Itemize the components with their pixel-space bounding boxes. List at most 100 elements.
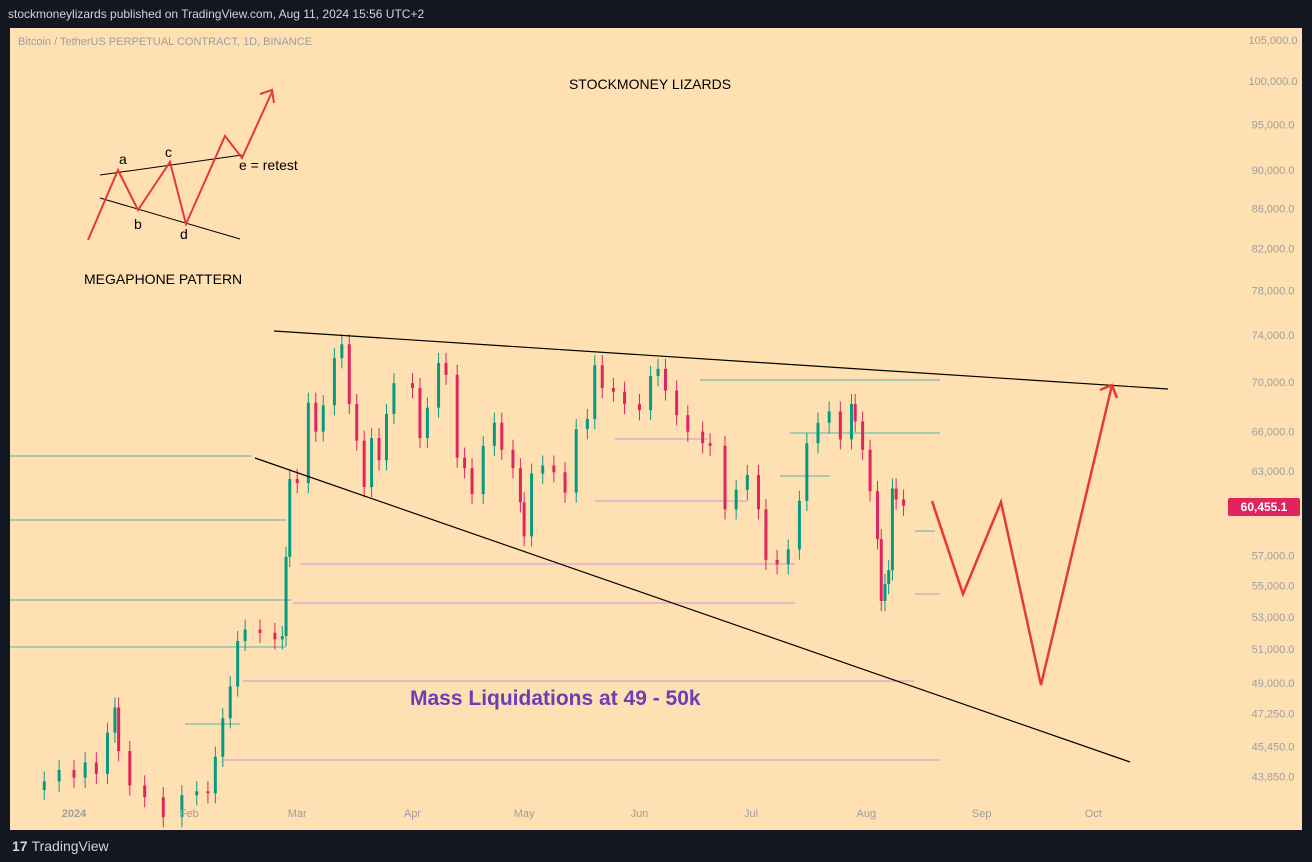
candle-body <box>288 478 292 557</box>
megaphone-schematic: a b c d e = retest MEGAPHONE PATTERN <box>84 88 298 287</box>
candle-body <box>444 362 448 375</box>
y-tick-label: 90,000.0 <box>1252 165 1295 177</box>
price-axis[interactable]: 105,000.0 100,000.0 95,000.0 90,000.0 86,000… <box>1249 35 1298 784</box>
y-tick-label: 100,000.0 <box>1249 76 1298 88</box>
candle-body <box>243 629 247 642</box>
candle-body <box>314 402 318 432</box>
candle-body <box>492 422 496 446</box>
y-tick-label: 70,000.0 <box>1252 377 1295 389</box>
projection-line[interactable] <box>930 384 1114 686</box>
candle-body <box>574 429 578 493</box>
tradingview-logo-text: TradingView <box>31 838 109 854</box>
tradingview-logo[interactable]: 17 TradingView <box>12 838 109 854</box>
candle-body <box>213 756 217 794</box>
tradingview-logo-icon: 17 <box>12 838 28 854</box>
y-tick-label: 78,000.0 <box>1252 286 1295 298</box>
projection-arrowhead <box>1099 383 1119 399</box>
candle-body <box>463 457 467 469</box>
candle-body <box>370 438 374 488</box>
candle-body <box>228 686 232 719</box>
candle-body <box>347 344 351 404</box>
candle-body <box>57 770 61 782</box>
candle-body <box>273 632 277 640</box>
candle-body <box>541 465 545 474</box>
candle-body <box>552 465 556 473</box>
candle-body <box>637 403 641 411</box>
x-tick-label: Oct <box>1085 808 1102 820</box>
candle-body <box>675 390 679 416</box>
y-tick-label: 66,000.0 <box>1252 427 1295 439</box>
candle-body <box>827 411 831 423</box>
candle-body <box>530 473 534 537</box>
candle-body <box>306 402 310 484</box>
candle-body <box>708 443 712 446</box>
candle-body <box>623 391 627 404</box>
trendlines <box>254 330 1169 763</box>
upper-trendline[interactable] <box>273 330 1169 390</box>
liquidation-note: Mass Liquidations at 49 - 50k <box>410 687 701 710</box>
candle-body <box>723 445 727 510</box>
y-tick-label: 63,000.0 <box>1252 466 1295 478</box>
candle-body <box>734 489 738 510</box>
y-tick-label: 43,850.0 <box>1252 772 1295 784</box>
candle-body <box>805 443 809 501</box>
candle-body <box>894 488 898 500</box>
label-d: d <box>180 226 188 242</box>
time-axis[interactable]: 2024 Feb Mar Apr May Jun Jul Aug Sep Oct <box>62 808 1102 820</box>
candle-body <box>876 491 880 540</box>
candle-body <box>816 422 820 444</box>
candle-body <box>902 499 906 506</box>
candle-body <box>500 422 504 450</box>
candle-body <box>481 445 485 494</box>
x-tick-label: May <box>514 808 535 820</box>
candle-body <box>853 403 857 422</box>
candle-body <box>206 791 210 794</box>
chart-area[interactable]: a b c d e = retest MEGAPHONE PATTERN Bit… <box>10 28 1302 830</box>
candle-body <box>879 539 883 602</box>
y-tick-label: 51,000.0 <box>1252 644 1295 656</box>
candle-body <box>686 415 690 432</box>
last-price-badge-bg <box>1228 498 1300 516</box>
candles <box>42 334 906 828</box>
candle-body <box>418 388 422 439</box>
x-tick-label: 2024 <box>62 808 87 820</box>
candle-body <box>611 388 615 392</box>
candle-body <box>295 478 299 484</box>
candle-body <box>585 418 589 430</box>
candle-body <box>745 474 749 490</box>
candle-body <box>890 488 894 571</box>
y-tick-label: 74,000.0 <box>1252 330 1295 342</box>
projection-path <box>930 383 1119 686</box>
y-tick-label: 45,450.0 <box>1252 741 1295 753</box>
schematic-zigzag <box>87 91 273 241</box>
candle-body <box>284 556 288 637</box>
candle-body <box>511 449 515 469</box>
y-tick-label: 47,250.0 <box>1252 709 1295 721</box>
y-tick-label: 105,000.0 <box>1249 35 1298 47</box>
candle-body <box>113 707 117 733</box>
price-chart[interactable]: a b c d e = retest MEGAPHONE PATTERN Bit… <box>10 28 1302 830</box>
candle-body <box>128 751 132 786</box>
last-price-value: 60,455.1 <box>1241 500 1288 514</box>
candle-body <box>105 732 109 774</box>
candle-body <box>868 449 872 492</box>
candle-body <box>384 413 388 461</box>
schematic-arrowhead <box>259 88 275 104</box>
candle-body <box>600 365 604 389</box>
candle-body <box>340 344 344 359</box>
y-tick-label: 53,000.0 <box>1252 612 1295 624</box>
candle-body <box>180 795 184 818</box>
label-a: a <box>119 151 127 167</box>
x-tick-label: Feb <box>180 808 199 820</box>
schematic-lower-line <box>99 197 241 240</box>
candle-body <box>775 559 779 565</box>
lower-trendline[interactable] <box>254 457 1131 763</box>
y-tick-label: 95,000.0 <box>1252 119 1295 131</box>
candle-body <box>42 781 46 791</box>
candle-body <box>94 762 98 774</box>
candle-body <box>258 629 262 633</box>
candle-body <box>518 468 522 503</box>
x-tick-label: Mar <box>288 808 307 820</box>
publish-info: stockmoneylizards published on TradingVi… <box>8 7 425 21</box>
candle-body <box>280 636 284 640</box>
